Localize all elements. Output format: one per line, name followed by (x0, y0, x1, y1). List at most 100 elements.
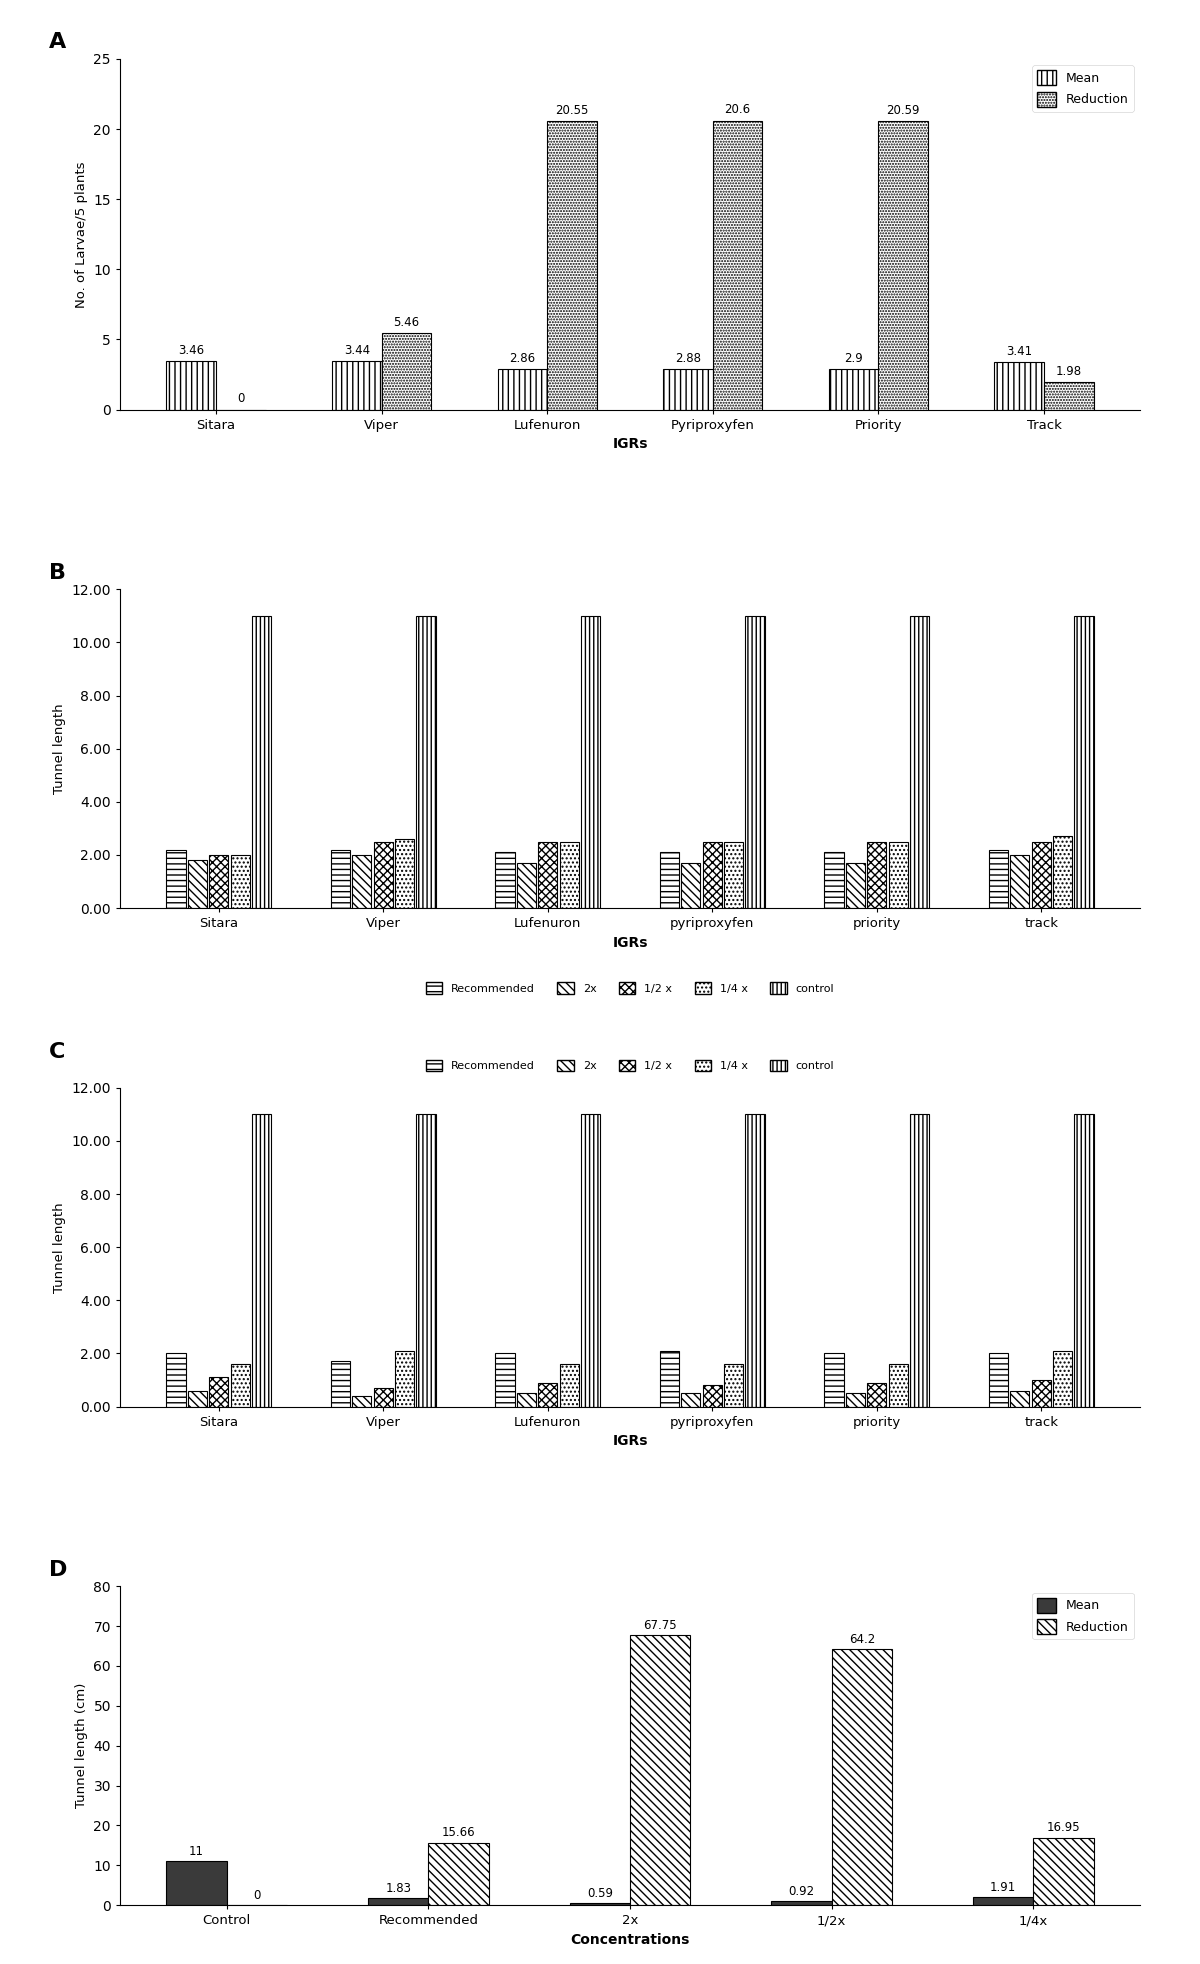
Bar (353, 854, 372, 907)
Bar (713, 120, 762, 410)
Bar (395, 1351, 414, 1406)
Bar (1010, 854, 1030, 907)
Bar (824, 852, 844, 907)
Bar (1054, 1351, 1073, 1406)
Bar (517, 1392, 536, 1406)
Legend: Recommended, 2x, 1/2 x, 1/4 x, control: Recommended, 2x, 1/2 x, 1/4 x, control (421, 1055, 839, 1076)
Text: 16.95: 16.95 (1046, 1821, 1080, 1834)
Bar (724, 1365, 743, 1406)
Text: 67.75: 67.75 (643, 1618, 677, 1632)
Bar (332, 361, 382, 410)
Bar (772, 1901, 832, 1905)
Bar (846, 1392, 865, 1406)
Bar (373, 843, 392, 907)
Bar (581, 1114, 600, 1406)
Bar (868, 1383, 887, 1406)
Bar (353, 1396, 372, 1406)
Bar (745, 1114, 764, 1406)
Bar (496, 1353, 515, 1406)
Bar (187, 860, 206, 907)
Bar (498, 369, 547, 410)
Text: C: C (48, 1043, 65, 1063)
X-axis label: Concentrations: Concentrations (570, 1933, 690, 1946)
Bar (1033, 1838, 1093, 1905)
Bar (581, 617, 600, 907)
Text: 1.83: 1.83 (385, 1882, 412, 1895)
Bar (395, 839, 414, 907)
Y-axis label: Tunnel length: Tunnel length (53, 703, 66, 793)
Bar (252, 617, 271, 907)
Bar (230, 1365, 250, 1406)
Text: 0.59: 0.59 (587, 1887, 613, 1899)
Bar (570, 1903, 630, 1905)
X-axis label: IGRs: IGRs (612, 438, 648, 452)
Text: 0: 0 (238, 393, 245, 405)
Y-axis label: No. of Larvae/5 plants: No. of Larvae/5 plants (74, 161, 88, 308)
Text: 1.98: 1.98 (1056, 365, 1082, 377)
Bar (878, 120, 928, 410)
Bar (1054, 837, 1073, 907)
Bar (209, 1377, 228, 1406)
Bar (995, 361, 1044, 410)
Text: 2.86: 2.86 (509, 352, 535, 365)
Bar (373, 1389, 392, 1406)
Text: 15.66: 15.66 (442, 1827, 475, 1840)
Bar (660, 1351, 679, 1406)
Text: 2.9: 2.9 (844, 352, 863, 365)
Bar (724, 843, 743, 907)
Bar (1010, 1391, 1030, 1406)
Bar (252, 1114, 271, 1406)
Bar (664, 369, 713, 410)
Bar (187, 1391, 206, 1406)
Bar (703, 843, 722, 907)
Bar (368, 1897, 428, 1905)
Y-axis label: Tunnel length (cm): Tunnel length (cm) (74, 1683, 88, 1809)
Bar (1032, 843, 1051, 907)
Bar (832, 1650, 892, 1905)
Bar (382, 334, 431, 410)
Text: 0: 0 (253, 1889, 260, 1901)
Bar (167, 1353, 186, 1406)
Text: A: A (48, 31, 66, 51)
Bar (1044, 381, 1093, 410)
Bar (209, 854, 228, 907)
Bar (910, 1114, 929, 1406)
Bar (745, 617, 764, 907)
Bar (428, 1842, 488, 1905)
Y-axis label: Tunnel length: Tunnel length (53, 1202, 66, 1292)
X-axis label: IGRs: IGRs (612, 935, 648, 951)
Legend: Recommended, 2x, 1/2 x, 1/4 x, control: Recommended, 2x, 1/2 x, 1/4 x, control (421, 978, 839, 998)
Bar (888, 843, 907, 907)
Text: 1.91: 1.91 (990, 1882, 1016, 1895)
Bar (331, 1361, 350, 1406)
Bar (1074, 1114, 1093, 1406)
Bar (517, 862, 536, 907)
Bar (538, 843, 557, 907)
Text: 64.2: 64.2 (848, 1634, 875, 1646)
Bar (547, 122, 596, 410)
Bar (167, 850, 186, 907)
Text: 20.55: 20.55 (556, 104, 589, 118)
Text: 0.92: 0.92 (788, 1885, 815, 1899)
Bar (559, 1365, 578, 1406)
Bar (888, 1365, 907, 1406)
Text: 3.44: 3.44 (343, 344, 370, 357)
Bar (230, 854, 250, 907)
Text: 20.6: 20.6 (725, 104, 751, 116)
Bar (331, 850, 350, 907)
Bar (989, 850, 1008, 907)
Bar (167, 361, 216, 410)
Bar (1032, 1381, 1051, 1406)
Bar (416, 617, 436, 907)
Bar (496, 852, 515, 907)
Bar (682, 1392, 701, 1406)
Bar (660, 852, 679, 907)
Bar (416, 1114, 436, 1406)
Bar (824, 1353, 844, 1406)
Bar (868, 843, 887, 907)
Bar (559, 843, 578, 907)
Text: 2.88: 2.88 (674, 352, 701, 365)
Legend: Mean, Reduction: Mean, Reduction (1032, 1593, 1134, 1640)
Bar (973, 1897, 1033, 1905)
Bar (989, 1353, 1008, 1406)
